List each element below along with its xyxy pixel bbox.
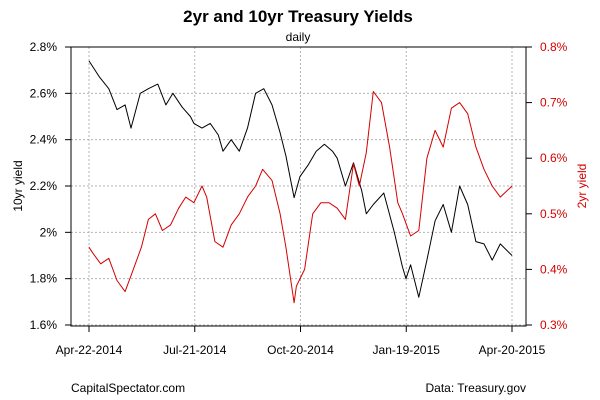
x-tick-label: Jan-19-2015: [373, 343, 441, 357]
series-line-10yr: [88, 60, 513, 298]
y-tick-label-left: 2%: [40, 225, 58, 239]
chart-title: 2yr and 10yr Treasury Yields: [183, 7, 413, 26]
y-tick-label-left: 2.6%: [30, 86, 58, 100]
y-tick-label-left: 2.8%: [30, 40, 58, 54]
x-tick-label: Apr-22-2014: [56, 343, 123, 357]
y-tick-label-right: 0.5%: [540, 207, 568, 221]
x-tick-label: Apr-20-2015: [479, 343, 546, 357]
footer-data-credit: Data: Treasury.gov: [426, 381, 527, 395]
y-axis-label-left: 10yr yield: [11, 160, 25, 211]
y-tick-label-left: 1.8%: [30, 272, 58, 286]
series-lines: [88, 60, 513, 304]
y-tick-label-right: 0.7%: [540, 96, 568, 110]
y-tick-label-left: 1.6%: [30, 318, 58, 332]
axes: Apr-22-2014 Jul-21-2014 Oct-20-2014 Jan-19-…: [30, 40, 568, 357]
y-tick-label-left: 2.4%: [30, 133, 58, 147]
gridlines: [71, 46, 526, 326]
series-line-2yr: [88, 91, 513, 304]
y-tick-label-right: 0.8%: [540, 40, 568, 54]
y-tick-label-left: 2.2%: [30, 179, 58, 193]
x-tick-label: Oct-20-2014: [267, 343, 334, 357]
y-tick-label-right: 0.4%: [540, 262, 568, 276]
y-axis-label-right: 2yr yield: [575, 164, 589, 209]
chart-subtitle: daily: [286, 30, 311, 44]
footer-source-site: CapitalSpectator.com: [71, 381, 185, 395]
x-tick-label: Jul-21-2014: [163, 343, 227, 357]
y-tick-label-right: 0.3%: [540, 318, 568, 332]
y-tick-label-right: 0.6%: [540, 151, 568, 165]
